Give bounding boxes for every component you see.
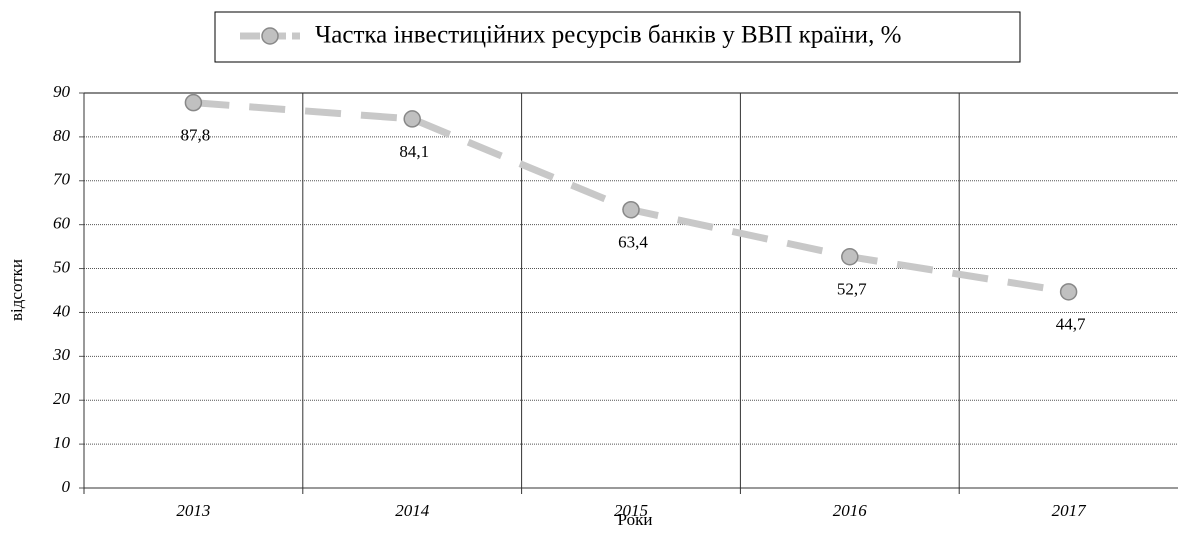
data-point bbox=[184, 93, 203, 112]
y-axis-label: відсотки bbox=[7, 259, 26, 321]
legend-label: Частка інвестиційних ресурсів банків у В… bbox=[315, 22, 901, 49]
y-tick-label: 0 bbox=[62, 477, 71, 496]
data-point bbox=[403, 110, 421, 128]
y-tick-label: 30 bbox=[52, 345, 71, 364]
data-label: 52,7 bbox=[837, 280, 867, 299]
x-tick-label: 2015 bbox=[614, 501, 648, 520]
data-label: 63,4 bbox=[618, 233, 648, 252]
x-axis-label: Роки bbox=[618, 510, 653, 529]
legend-marker bbox=[261, 27, 279, 45]
x-tick-label: 2013 bbox=[176, 501, 210, 520]
y-tick-label: 50 bbox=[53, 257, 71, 276]
y-tick-label: 40 bbox=[53, 301, 71, 320]
y-tick-label: 10 bbox=[53, 433, 71, 452]
data-label: 87,8 bbox=[181, 126, 211, 145]
data-label: 44,7 bbox=[1056, 315, 1086, 334]
legend-box bbox=[214, 11, 1021, 63]
data-label: 84,1 bbox=[399, 142, 429, 161]
data-point bbox=[622, 200, 640, 219]
y-tick-label: 20 bbox=[53, 389, 71, 408]
y-tick-label: 80 bbox=[53, 126, 71, 145]
data-point bbox=[841, 247, 859, 266]
data-point bbox=[1059, 283, 1078, 301]
x-tick-label: 2016 bbox=[833, 501, 868, 520]
x-tick-label: 2014 bbox=[395, 501, 430, 520]
x-tick-label: 2017 bbox=[1052, 501, 1088, 520]
y-tick-label: 90 bbox=[53, 82, 71, 101]
y-tick-label: 70 bbox=[53, 170, 71, 189]
y-tick-label: 60 bbox=[53, 214, 71, 233]
series-line bbox=[193, 99, 1070, 296]
